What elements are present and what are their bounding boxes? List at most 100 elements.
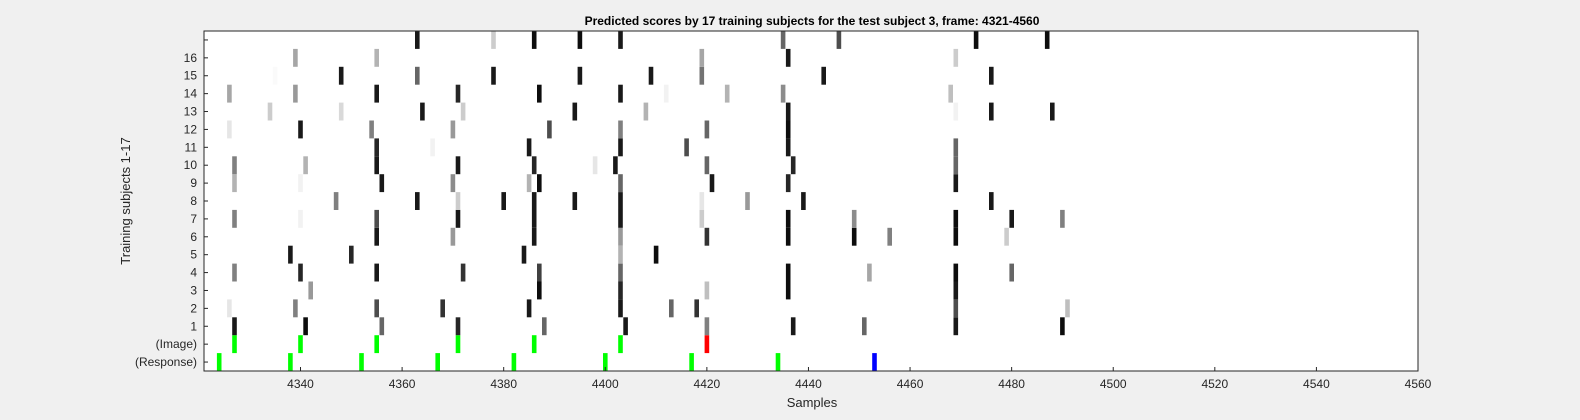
- heatmap-cell: [430, 138, 435, 157]
- x-tick-label: 4400: [592, 377, 619, 391]
- heatmap-cell: [775, 353, 781, 371]
- heatmap-cell: [455, 192, 461, 210]
- heatmap-cell: [613, 156, 618, 175]
- heatmap-cell: [603, 353, 608, 371]
- x-tick-label: 4520: [1201, 377, 1228, 391]
- heatmap-cell: [618, 209, 623, 228]
- heatmap-cell: [785, 48, 791, 67]
- y-tick-label: 12: [184, 122, 198, 136]
- heatmap-cell: [374, 138, 379, 157]
- heatmap-cell: [704, 156, 710, 175]
- heatmap-cell: [948, 84, 953, 103]
- heatmap-cell: [216, 353, 222, 371]
- heatmap-cell: [953, 209, 959, 228]
- heatmap-cell: [227, 120, 232, 139]
- heatmap-cell: [232, 156, 237, 175]
- heatmap-cell: [785, 174, 791, 193]
- heatmap-cell: [460, 263, 466, 282]
- heatmap-cell: [374, 263, 379, 282]
- heatmap-cell: [542, 317, 547, 336]
- heatmap-cell: [450, 174, 456, 193]
- heatmap-cell: [618, 299, 623, 318]
- heatmap-cell: [953, 156, 959, 175]
- heatmap-cell: [973, 31, 979, 49]
- y-tick-label: 15: [184, 69, 198, 83]
- heatmap-cell: [785, 281, 791, 300]
- heatmap-cell: [618, 335, 623, 354]
- y-tick-label: 8: [190, 194, 197, 208]
- heatmap-cell: [785, 102, 791, 121]
- heatmap-cell: [572, 102, 578, 121]
- heatmap-cell: [785, 120, 791, 139]
- heatmap-cell: [293, 48, 298, 67]
- heatmap-cell: [349, 245, 354, 264]
- heatmap-cell: [618, 31, 623, 49]
- x-tick-label: 4420: [694, 377, 721, 391]
- heatmap-cell: [232, 174, 237, 193]
- heatmap-cell: [648, 66, 654, 85]
- x-tick-label: 4500: [1100, 377, 1127, 391]
- heatmap-cell: [415, 31, 420, 49]
- heatmap-cell: [785, 227, 791, 246]
- heatmap-cell: [440, 299, 445, 318]
- heatmap-cell: [531, 335, 537, 354]
- heatmap-cell: [435, 353, 440, 371]
- heatmap-cell: [1004, 227, 1009, 246]
- y-tick-label: 10: [184, 158, 198, 172]
- heatmap-cell: [369, 120, 374, 139]
- y-tick-label: 13: [184, 105, 198, 119]
- heatmap-cell: [232, 317, 237, 336]
- heatmap-cell: [1065, 299, 1070, 318]
- y-tick-label: 5: [190, 248, 197, 262]
- y-tick-label: 16: [184, 51, 198, 65]
- heatmap-cell: [501, 192, 506, 210]
- heatmap-cell: [801, 192, 806, 210]
- heatmap-cell: [526, 138, 532, 157]
- heatmap-cell: [872, 353, 877, 371]
- heatmap-cell: [643, 102, 649, 121]
- heatmap-cell: [663, 84, 669, 103]
- heatmap-cell: [618, 174, 623, 193]
- heatmap-cell: [308, 281, 313, 300]
- heatmap-cell: [704, 120, 710, 139]
- y-tick-label: 6: [190, 230, 197, 244]
- heatmap-cell: [374, 227, 379, 246]
- heatmap-cell: [303, 156, 308, 175]
- heatmap-cell: [1060, 209, 1065, 228]
- heatmap-cell: [669, 299, 674, 318]
- heatmap-cell: [267, 102, 273, 121]
- heatmap-cell: [653, 245, 659, 264]
- chart-title: Predicted scores by 17 training subjects…: [585, 14, 1040, 28]
- y-tick-label: 4: [190, 266, 197, 280]
- heatmap-cell: [379, 174, 385, 193]
- heatmap-cell: [531, 192, 537, 210]
- heatmap-cell: [780, 31, 786, 49]
- heatmap-cell: [618, 263, 623, 282]
- heatmap-cell: [953, 281, 959, 300]
- heatmap-cell: [618, 192, 623, 210]
- heatmap-cell: [338, 102, 344, 121]
- x-tick-label: 4540: [1303, 377, 1330, 391]
- heatmap-cell: [867, 263, 872, 282]
- heatmap-cell: [953, 48, 959, 67]
- heatmap-cell: [531, 209, 537, 228]
- heatmap-cell: [953, 317, 959, 336]
- heatmap-cell: [623, 317, 628, 336]
- heatmap-cell: [374, 48, 379, 67]
- heatmap-cell: [689, 353, 694, 371]
- heatmap-cell: [460, 102, 466, 121]
- heatmap-cell: [704, 335, 710, 354]
- heatmap-cell: [450, 120, 456, 139]
- x-tick-label: 4440: [795, 377, 822, 391]
- heatmap-cell: [374, 209, 379, 228]
- heatmap-cell: [455, 317, 461, 336]
- heatmap-cell: [415, 66, 420, 85]
- heatmap-cell: [699, 48, 705, 67]
- heatmap-cell: [298, 209, 303, 228]
- heatmap-cell: [618, 281, 623, 300]
- heatmap-cell: [785, 263, 791, 282]
- heatmap-cell: [531, 156, 537, 175]
- heatmap-cell: [298, 120, 303, 139]
- heatmap-cell: [989, 192, 994, 210]
- heatmap-cell: [491, 66, 496, 85]
